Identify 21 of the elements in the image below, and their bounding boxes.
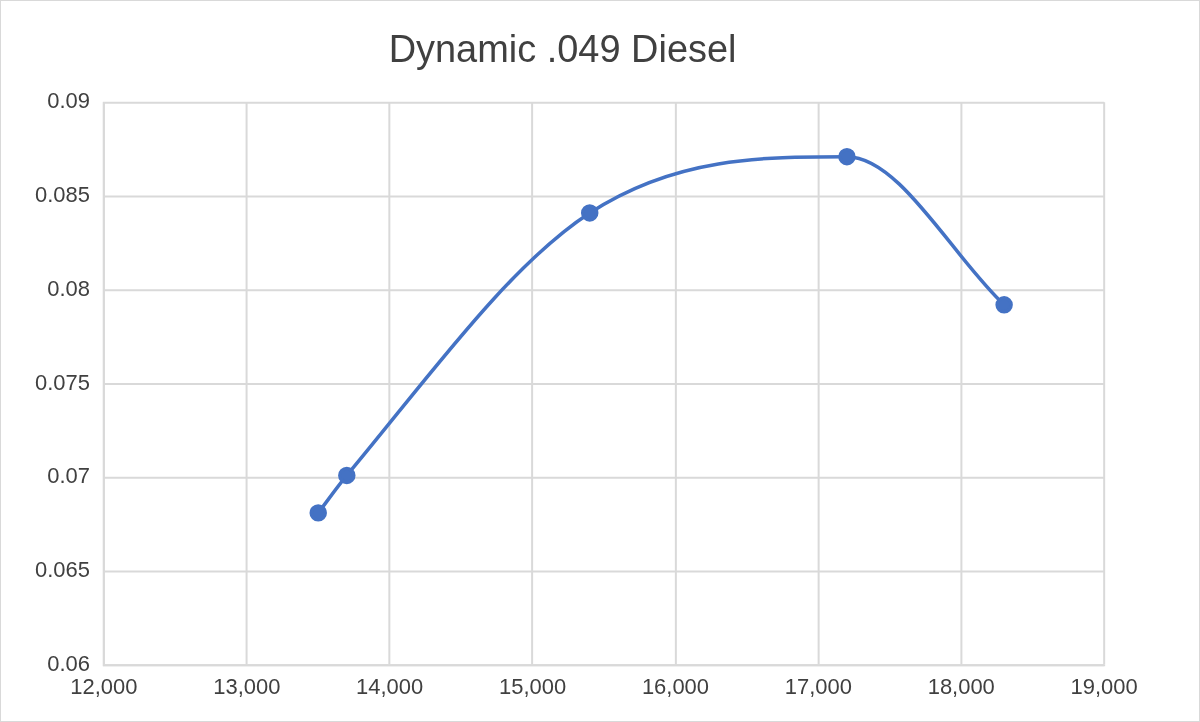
y-tick-label: 0.085 — [34, 182, 90, 208]
point — [580, 204, 599, 222]
x-tick-label: 12,000 — [70, 673, 138, 699]
point — [995, 296, 1013, 314]
x-tick-label: 17,000 — [784, 673, 852, 699]
y-tick-label: 0.08 — [47, 275, 90, 301]
chart-title: Dynamic .049 Diesel — [388, 28, 737, 71]
x-tick-label: 18,000 — [927, 673, 995, 699]
y-tick-label: 0.09 — [47, 88, 90, 114]
x-tick-label: 19,000 — [1070, 673, 1138, 699]
x-tick-label: 13,000 — [213, 673, 281, 699]
y-tick-label: 0.065 — [34, 557, 90, 583]
point — [338, 466, 356, 485]
x-tick-label: 14,000 — [356, 673, 424, 699]
x-tick-label: 15,000 — [499, 673, 567, 699]
point — [838, 147, 856, 166]
point — [309, 504, 327, 522]
x-tick-label: 16,000 — [641, 673, 710, 699]
y-tick-label: 0.075 — [34, 369, 90, 395]
y-tick-label: 0.07 — [47, 463, 90, 489]
y-tick-label: 0.06 — [47, 650, 90, 676]
